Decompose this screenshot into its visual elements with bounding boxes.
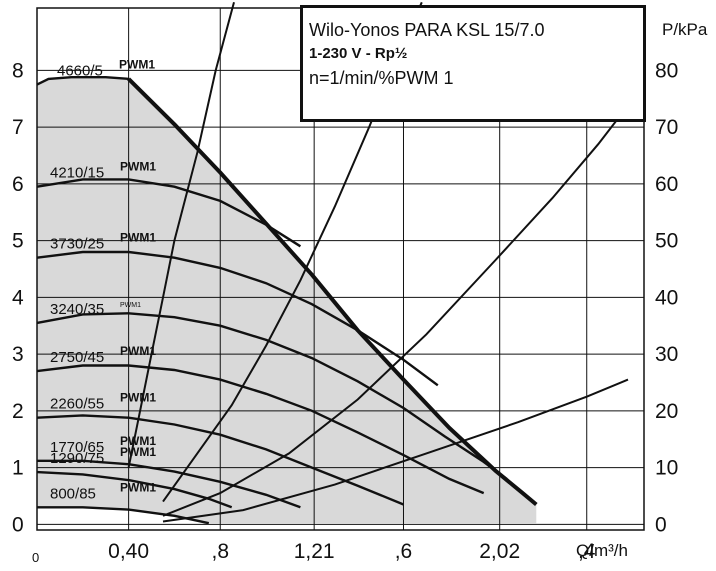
y-right-tick-label: 50: [655, 230, 678, 253]
speed-curve-label: 800/85: [50, 485, 96, 502]
y-left-tick-label: 2: [12, 400, 24, 423]
x-tick-label: ,8: [211, 540, 229, 563]
y-right-tick-label: 20: [655, 400, 678, 423]
pump-voltage-connection: 1-230 V - Rp½: [309, 45, 408, 62]
y-left-tick-label: 1: [12, 457, 24, 480]
speed-curve-label: 1770/65: [50, 439, 104, 456]
speed-curve: [36, 76, 129, 86]
speed-curve: [36, 364, 485, 495]
curve-labels-layer: 4660/5 PWM1 4210/15 PWM1 3730/25 PWM1 3240/35 P…: [50, 58, 156, 503]
pump-model-name: Wilo-Yonos PARA KSL 15/7.0: [309, 20, 545, 40]
speed-curve-label: 4210/15: [50, 165, 104, 182]
y-axis-right-title: P/kPa: [662, 20, 708, 39]
y-left-tick-label: 3: [12, 343, 24, 366]
x-tick-label: 2,02: [479, 540, 520, 563]
speed-curve-label: 2260/55: [50, 396, 104, 413]
operating-area-layer: [37, 77, 537, 524]
speed-curve-label: 3730/25: [50, 236, 104, 253]
speed-curve: [37, 459, 301, 509]
y-right-tick-label: 10: [655, 457, 678, 480]
x-axis-title: Q/m³/h: [576, 541, 628, 560]
y-right-tick-label: 60: [655, 173, 678, 196]
speed-curve: [36, 312, 508, 480]
pwm-label: PWM1: [120, 302, 141, 309]
y-left-tick-label: 5: [12, 230, 24, 253]
tick-labels-layer: 0 0,40,8 1,21,6 2,02,4012345678010203040506…: [12, 59, 678, 565]
speed-curve-label: 3240/35: [50, 301, 104, 318]
curves-layer: [36, 1, 629, 525]
speed-curve: [37, 506, 210, 525]
operating-area: [37, 77, 537, 524]
x-tick-label: ,6: [395, 540, 413, 563]
y-left-tick-label: 8: [12, 59, 24, 82]
pwm-label: PWM1: [120, 160, 156, 174]
y-right-tick-label: 40: [655, 286, 678, 309]
speed-curve-label: 1290/75: [50, 450, 104, 467]
y-left-tick-label: 0: [12, 513, 24, 536]
pwm-label: PWM1: [120, 434, 156, 448]
speed-curve-label: 4660/5: [57, 63, 103, 80]
y-left-tick-label: 6: [12, 173, 24, 196]
pwm-label: PWM1: [120, 445, 156, 459]
speed-curve: [36, 470, 233, 509]
speed-curve-label: 2750/45: [50, 349, 104, 366]
y-left-tick-label: 7: [12, 116, 24, 139]
speed-curve: [36, 414, 404, 506]
x-tick-label: 0,40: [108, 540, 149, 563]
y-right-tick-label: 70: [655, 116, 678, 139]
y-right-tick-label: 0: [655, 513, 667, 536]
pwm-label: PWM1: [119, 58, 155, 72]
y-left-tick-label: 4: [12, 286, 24, 309]
system-curve: [162, 104, 629, 517]
pump-model-box: Wilo-Yonos PARA KSL 15/7.0 1-230 V - Rp½…: [300, 5, 646, 122]
speed-curve: [36, 250, 439, 387]
x-tick-label: ,4: [578, 540, 596, 563]
pwm-label: PWM1: [120, 344, 156, 358]
x-tick-label: 1,21: [294, 540, 335, 563]
system-curve: [162, 378, 629, 523]
y-right-tick-label: 30: [655, 343, 678, 366]
pwm-label: PWM1: [120, 391, 156, 405]
pwm-label: PWM1: [120, 231, 156, 245]
pwm-label: PWM1: [120, 480, 156, 494]
system-curve: [127, 2, 235, 468]
max-speed-curve: [127, 77, 538, 507]
x-tick-label: 0: [32, 550, 39, 565]
y-right-tick-label: 80: [655, 59, 678, 82]
pump-speed-unit: n=1/min/%PWM 1: [309, 68, 454, 88]
